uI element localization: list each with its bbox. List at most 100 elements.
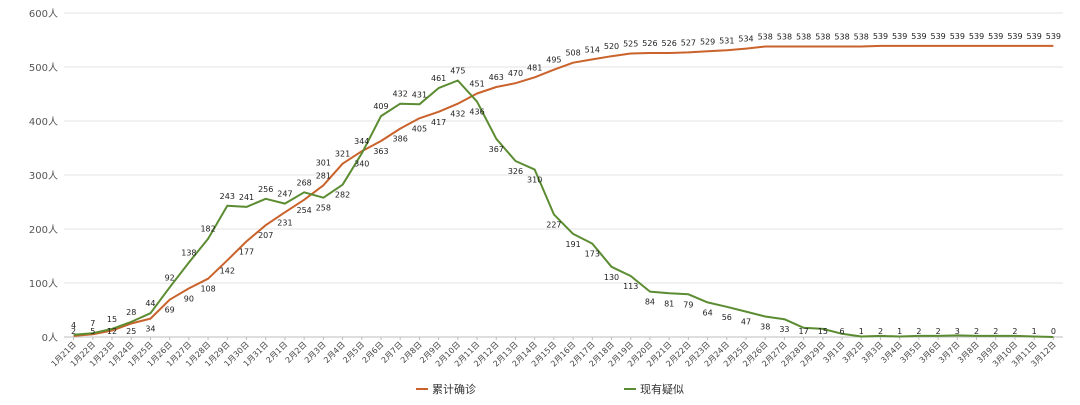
data-label-suspected: 4 (71, 321, 76, 330)
data-label-suspected: 113 (623, 282, 638, 291)
data-label-suspected: 256 (258, 185, 273, 194)
data-label-confirmed: 539 (892, 32, 907, 41)
legend-label-confirmed: 累计确诊 (432, 382, 476, 396)
data-label-suspected: 79 (683, 300, 693, 309)
data-label-suspected: 310 (527, 176, 542, 185)
data-label-confirmed: 432 (450, 110, 465, 119)
data-label-confirmed: 25 (126, 327, 136, 336)
data-label-confirmed: 539 (930, 32, 945, 41)
data-label-suspected: 130 (604, 273, 619, 282)
data-label-suspected: 3 (955, 327, 960, 336)
data-label-confirmed: 539 (969, 32, 984, 41)
data-label-suspected: 64 (702, 308, 712, 317)
data-label-suspected: 2 (916, 327, 921, 336)
data-label-suspected: 241 (239, 193, 254, 202)
y-tick-label: 400人 (29, 116, 58, 128)
data-label-suspected: 282 (335, 191, 350, 200)
data-label-confirmed: 526 (642, 39, 657, 48)
data-label-confirmed: 539 (911, 32, 926, 41)
y-tick-label: 100人 (29, 278, 58, 290)
data-label-confirmed: 90 (184, 294, 194, 303)
data-label-confirmed: 34 (145, 325, 155, 334)
data-label-confirmed: 539 (1007, 32, 1022, 41)
data-label-confirmed: 405 (412, 124, 427, 133)
data-label-confirmed: 344 (354, 137, 369, 146)
data-label-suspected: 2 (993, 327, 998, 336)
series-line-confirmed (73, 44, 1054, 337)
series-line-suspected (73, 79, 1054, 338)
data-label-confirmed: 321 (335, 150, 350, 159)
data-label-confirmed: 386 (393, 135, 408, 144)
legend: 累计确诊 现有疑似 (416, 382, 684, 396)
data-label-suspected: 409 (373, 102, 388, 111)
data-label-confirmed: 108 (200, 285, 215, 294)
data-label-confirmed: 254 (297, 206, 312, 215)
data-label-confirmed: 177 (239, 247, 254, 256)
data-label-suspected: 6 (840, 327, 845, 336)
data-label-suspected: 1 (897, 327, 902, 336)
data-label-suspected: 15 (107, 315, 117, 324)
data-label-confirmed: 417 (431, 118, 446, 127)
y-tick-label: 500人 (29, 62, 58, 74)
data-label-confirmed: 5 (90, 327, 95, 336)
data-label-confirmed: 538 (758, 32, 773, 41)
data-label-suspected: 84 (645, 298, 655, 307)
data-label-suspected: 182 (200, 225, 215, 234)
data-label-suspected: 173 (585, 250, 600, 259)
data-label-suspected: 431 (412, 90, 427, 99)
data-label-confirmed: 495 (546, 56, 561, 65)
data-label-suspected: 432 (393, 90, 408, 99)
data-label-suspected: 367 (489, 145, 504, 154)
data-label-confirmed: 525 (623, 40, 638, 49)
data-label-confirmed: 508 (565, 49, 580, 58)
data-label-confirmed: 470 (508, 69, 523, 78)
data-label-confirmed: 231 (277, 218, 292, 227)
data-label-confirmed: 363 (373, 147, 388, 156)
data-label-suspected: 326 (508, 167, 523, 176)
data-label-confirmed: 281 (316, 171, 331, 180)
data-label-confirmed: 514 (585, 45, 600, 54)
data-label-suspected: 15 (818, 327, 828, 336)
data-label-confirmed: 539 (1027, 32, 1042, 41)
data-label-confirmed: 526 (662, 39, 677, 48)
data-label-confirmed: 539 (873, 32, 888, 41)
data-label-confirmed: 527 (681, 38, 696, 47)
data-label-suspected: 47 (741, 318, 751, 327)
y-tick-label: 200人 (29, 224, 58, 236)
data-label-confirmed: 451 (469, 79, 484, 88)
data-label-suspected: 2 (974, 327, 979, 336)
data-label-suspected: 44 (145, 299, 155, 308)
data-label-suspected: 461 (431, 74, 446, 83)
data-label-suspected: 28 (126, 308, 136, 317)
data-label-confirmed: 538 (777, 32, 792, 41)
data-label-confirmed: 539 (1046, 32, 1061, 41)
data-label-confirmed: 520 (604, 42, 619, 51)
data-label-suspected: 92 (165, 273, 175, 282)
data-label-confirmed: 481 (527, 63, 542, 72)
data-label-suspected: 7 (90, 319, 95, 328)
y-tick-label: 0人 (42, 332, 58, 344)
series-lines (73, 44, 1054, 338)
data-label-suspected: 56 (722, 313, 732, 322)
data-label-confirmed: 531 (719, 36, 734, 45)
data-label-suspected: 475 (450, 67, 465, 76)
data-label-confirmed: 207 (258, 231, 273, 240)
y-tick-label: 600人 (29, 8, 58, 20)
extra-label-confirmed: 301 (316, 158, 331, 167)
data-label-suspected: 2 (1012, 327, 1017, 336)
data-label-suspected: 38 (760, 322, 770, 331)
y-axis-ticks: 0人 100人 200人 300人 400人 500人 600人 (29, 8, 58, 344)
x-axis-ticks: 1月21日1月22日1月23日1月24日1月25日1月26日1月27日1月28日… (50, 337, 1058, 369)
data-label-confirmed: 463 (489, 73, 504, 82)
data-label-suspected: 33 (779, 325, 789, 334)
data-label-confirmed: 538 (815, 32, 830, 41)
data-label-suspected: 268 (297, 178, 312, 187)
data-label-suspected: 17 (799, 327, 809, 336)
data-label-confirmed: 69 (165, 306, 175, 315)
data-label-confirmed: 538 (834, 32, 849, 41)
data-label-suspected: 436 (469, 108, 484, 117)
data-label-suspected: 2 (936, 327, 941, 336)
data-label-suspected: 191 (565, 240, 580, 249)
